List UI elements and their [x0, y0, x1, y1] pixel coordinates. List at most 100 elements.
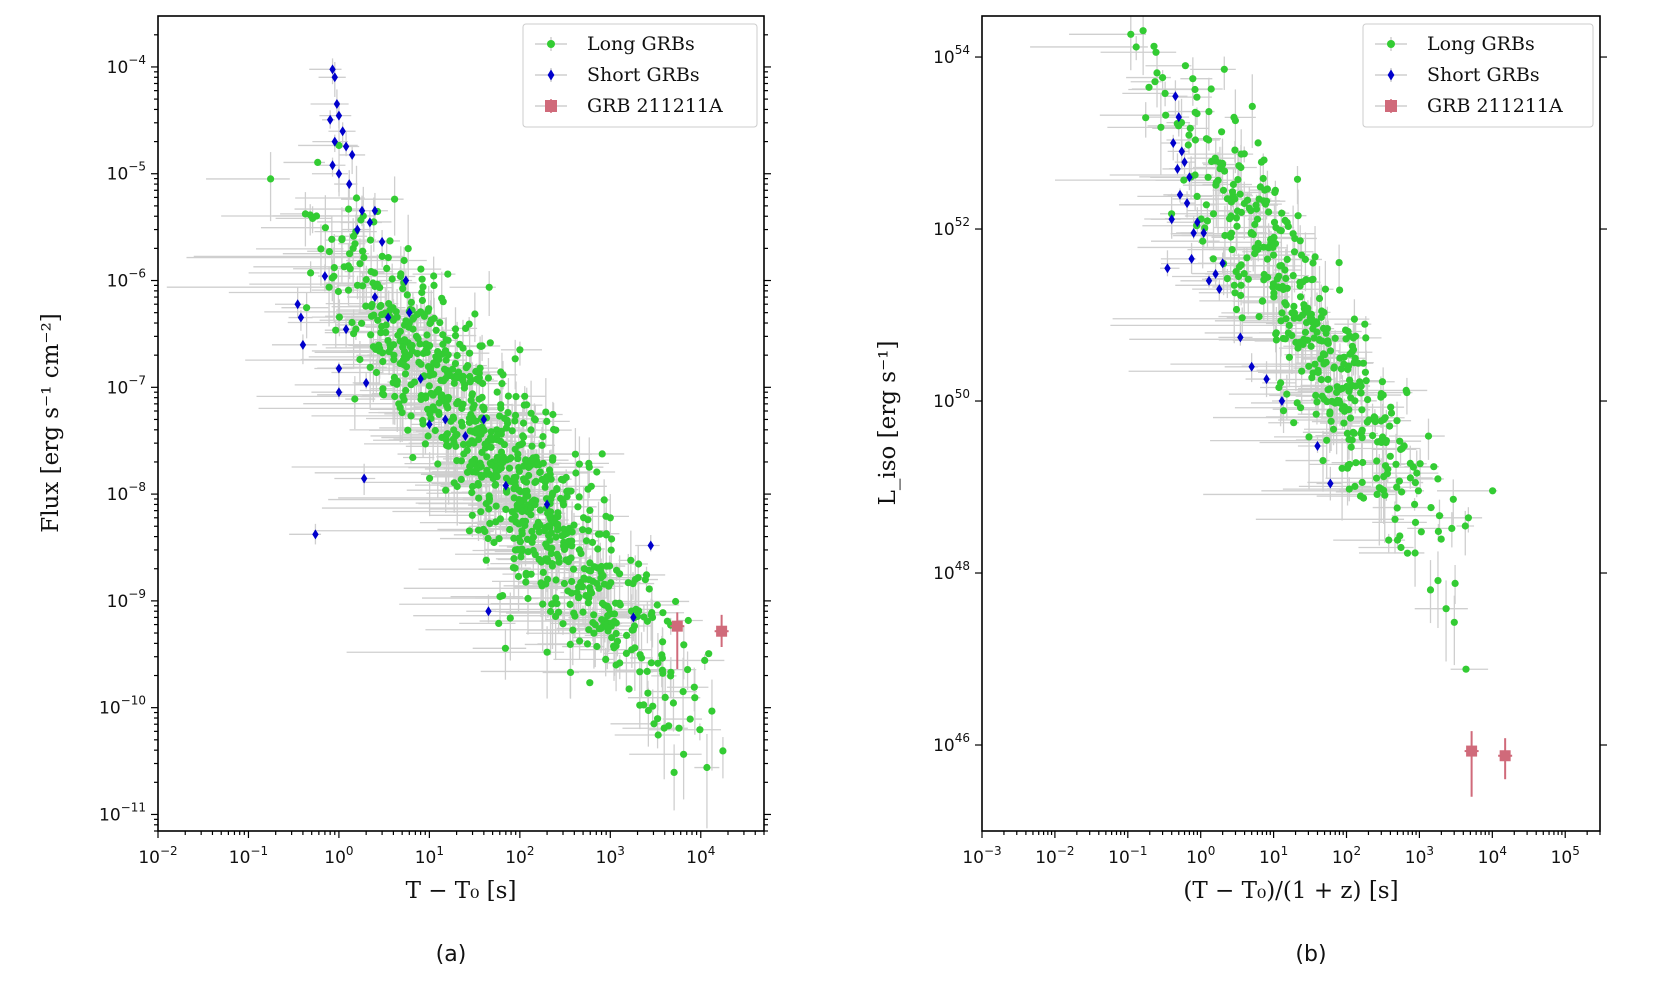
short-grb-point — [1200, 227, 1207, 238]
long-grb-point — [1291, 234, 1299, 242]
long-grb-point — [367, 331, 375, 339]
long-grb-point — [496, 412, 504, 420]
long-grb-point — [1427, 504, 1435, 512]
short-grb-point — [371, 205, 379, 216]
long-grb-point — [485, 283, 493, 291]
long-grb-point — [443, 401, 451, 409]
long-grb-point — [1315, 294, 1324, 303]
long-grb-point — [439, 340, 447, 348]
long-grb-point — [1294, 212, 1302, 220]
short-grb-point — [502, 480, 510, 491]
long-grb-point — [1253, 215, 1262, 223]
long-grb-point — [434, 460, 442, 468]
short-grb-point — [326, 114, 334, 125]
long-grb-point — [557, 494, 565, 503]
long-grb-point — [518, 507, 526, 516]
long-grb-point — [575, 493, 583, 501]
long-grb-point — [429, 391, 437, 399]
long-grb-point — [321, 224, 329, 232]
long-grb-point — [1290, 302, 1298, 310]
long-grb-point — [524, 594, 532, 603]
long-grb-point — [406, 343, 414, 351]
long-grb-point — [1255, 313, 1263, 321]
long-grb-point — [486, 339, 494, 347]
long-grb-point — [359, 247, 367, 255]
long-grb-point — [519, 519, 527, 527]
long-grb-point — [564, 558, 573, 566]
long-grb-point — [607, 546, 615, 554]
long-grb-point — [418, 275, 426, 283]
long-grb-point — [593, 468, 601, 476]
long-grb-point — [1369, 432, 1377, 440]
short-grb-point — [346, 179, 353, 190]
long-grb-point — [542, 580, 550, 588]
x-tick-label: 10−2 — [1035, 844, 1074, 868]
long-grb-point — [1449, 495, 1457, 503]
long-grb-point — [514, 455, 522, 463]
long-grb-point — [1229, 180, 1237, 189]
legend-marker — [547, 69, 555, 81]
long-grb-point — [487, 461, 496, 469]
long-grb-point — [1347, 443, 1355, 451]
long-grb-point — [1296, 338, 1304, 346]
x-tick-label: 101 — [415, 844, 444, 868]
long-grb-point — [348, 318, 356, 327]
long-grb-point — [1302, 319, 1311, 327]
long-grb-point — [684, 616, 692, 625]
long-grb-point — [399, 360, 407, 369]
y-tick-label: 10−10 — [99, 694, 146, 719]
long-grb-point — [610, 617, 618, 626]
long-grb-point — [483, 466, 491, 474]
y-tick-label: 1052 — [933, 215, 970, 240]
long-grb-point — [384, 254, 392, 262]
long-grb-point — [596, 530, 604, 538]
long-grb-point — [708, 707, 716, 715]
long-grb-point — [1320, 395, 1328, 403]
long-grb-point — [629, 580, 637, 588]
long-grb-point — [362, 276, 370, 284]
short-grb-point — [647, 540, 654, 551]
long-grb-point — [1263, 255, 1271, 263]
long-grb-point — [457, 475, 465, 483]
long-grb-point — [1435, 512, 1444, 520]
long-grb-point — [1371, 414, 1379, 422]
long-grb-point — [566, 600, 574, 609]
long-grb-point — [511, 417, 519, 425]
long-grb-point — [538, 475, 546, 484]
long-grb-point — [602, 531, 610, 539]
long-grb-point — [1393, 483, 1401, 491]
long-grb-point — [1489, 487, 1497, 495]
long-grb-point — [1237, 150, 1245, 158]
long-grb-point — [442, 486, 450, 494]
long-grb-point — [1168, 210, 1176, 218]
long-grb-point — [459, 377, 467, 385]
long-grb-point — [398, 409, 406, 417]
short-grb-point — [406, 307, 413, 318]
long-grb-point — [579, 526, 587, 534]
panel-b-y-axis-label: L_iso [erg s⁻¹] — [875, 341, 901, 506]
long-grb-point — [584, 516, 592, 524]
long-grb-point — [1233, 207, 1242, 215]
long-grb-point — [516, 498, 524, 506]
long-grb-point — [441, 347, 450, 355]
long-grb-point — [464, 362, 472, 370]
long-grb-point — [1269, 243, 1277, 251]
short-grb-point — [378, 236, 386, 247]
long-grb-point — [705, 650, 713, 658]
long-grb-point — [450, 379, 458, 387]
long-grb-point — [497, 368, 505, 376]
long-grb-point — [1296, 237, 1304, 245]
long-grb-point — [510, 494, 518, 502]
long-grb-point — [1243, 254, 1251, 262]
long-grb-point — [504, 409, 512, 417]
long-grb-point — [1333, 383, 1341, 391]
long-grb-point — [430, 281, 438, 289]
long-grb-point — [459, 440, 468, 448]
x-tick-label: 102 — [1332, 844, 1361, 868]
long-grb-point — [1464, 514, 1472, 522]
long-grb-point — [1264, 273, 1272, 281]
long-grb-point — [1193, 192, 1201, 200]
long-grb-point — [352, 325, 360, 333]
long-grb-point — [516, 546, 524, 554]
legend-label: GRB 211211A — [1427, 95, 1563, 117]
